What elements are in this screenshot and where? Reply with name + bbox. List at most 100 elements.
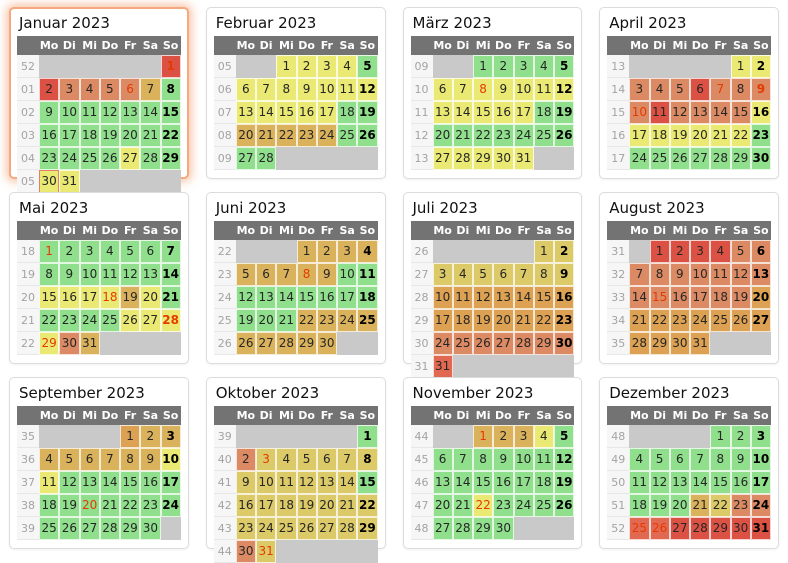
day-cell[interactable]: 12 (120, 263, 141, 286)
day-cell[interactable]: 1 (473, 55, 494, 78)
day-cell[interactable]: 21 (99, 494, 120, 517)
day-cell[interactable]: 12 (554, 78, 575, 101)
day-cell[interactable]: 13 (140, 263, 161, 286)
day-cell[interactable]: 15 (473, 101, 494, 124)
day-cell[interactable]: 8 (533, 263, 554, 286)
day-cell[interactable]: 22 (39, 309, 60, 332)
day-cell[interactable]: 22 (473, 494, 494, 517)
day-cell[interactable]: 4 (39, 448, 60, 471)
day-cell[interactable]: 3 (59, 78, 80, 101)
day-cell[interactable]: 8 (39, 263, 60, 286)
day-cell[interactable]: 20 (120, 124, 141, 147)
day-cell[interactable]: 13 (690, 101, 711, 124)
day-cell[interactable]: 21 (710, 124, 731, 147)
day-cell[interactable]: 1 (533, 240, 554, 263)
day-cell[interactable]: 23 (493, 494, 514, 517)
day-cell[interactable]: 29 (160, 147, 181, 170)
day-cell[interactable]: 29 (120, 517, 141, 540)
day-cell[interactable]: 20 (140, 286, 161, 309)
day-cell[interactable]: 25 (39, 517, 60, 540)
day-cell[interactable]: 6 (235, 78, 256, 101)
day-cell[interactable]: 31 (79, 332, 100, 355)
day-cell[interactable]: 31 (750, 517, 771, 540)
day-cell[interactable]: 31 (513, 147, 534, 170)
day-cell[interactable]: 3 (316, 55, 337, 78)
day-cell[interactable]: 27 (120, 147, 141, 170)
day-cell[interactable]: 12 (669, 101, 690, 124)
day-cell[interactable]: 20 (432, 124, 453, 147)
day-cell[interactable]: 4 (452, 263, 473, 286)
day-cell[interactable]: 22 (160, 124, 181, 147)
day-cell[interactable]: 16 (235, 494, 256, 517)
day-cell[interactable]: 14 (256, 101, 277, 124)
day-cell[interactable]: 15 (730, 101, 751, 124)
day-cell[interactable]: 29 (533, 332, 554, 355)
day-cell[interactable]: 31 (256, 540, 277, 563)
day-cell[interactable]: 4 (533, 55, 554, 78)
day-cell[interactable]: 31 (432, 355, 453, 378)
day-cell[interactable]: 26 (235, 332, 256, 355)
day-cell[interactable]: 17 (59, 124, 80, 147)
day-cell[interactable]: 26 (296, 517, 317, 540)
day-cell[interactable]: 24 (160, 494, 181, 517)
day-cell[interactable]: 11 (276, 471, 297, 494)
day-cell[interactable]: 14 (452, 471, 473, 494)
day-cell[interactable]: 22 (473, 124, 494, 147)
day-cell[interactable]: 23 (59, 309, 80, 332)
day-cell[interactable]: 28 (710, 147, 731, 170)
day-cell[interactable]: 3 (513, 55, 534, 78)
day-cell[interactable]: 31 (690, 332, 711, 355)
day-cell[interactable]: 28 (160, 309, 181, 332)
day-cell[interactable]: 18 (357, 286, 378, 309)
day-cell[interactable]: 20 (669, 494, 690, 517)
day-cell[interactable]: 1 (710, 425, 731, 448)
day-cell[interactable]: 1 (357, 425, 378, 448)
day-cell[interactable]: 10 (59, 101, 80, 124)
day-cell[interactable]: 7 (160, 240, 181, 263)
day-cell[interactable]: 20 (256, 309, 277, 332)
day-cell[interactable]: 21 (452, 124, 473, 147)
day-cell[interactable]: 16 (493, 471, 514, 494)
day-cell[interactable]: 4 (337, 55, 358, 78)
day-cell[interactable]: 27 (140, 309, 161, 332)
day-cell[interactable]: 12 (649, 471, 670, 494)
day-cell[interactable]: 27 (669, 517, 690, 540)
day-cell[interactable]: 20 (432, 494, 453, 517)
day-cell[interactable]: 14 (276, 286, 297, 309)
day-cell[interactable]: 17 (256, 494, 277, 517)
day-cell[interactable]: 30 (59, 332, 80, 355)
day-cell[interactable]: 17 (160, 471, 181, 494)
day-cell[interactable]: 12 (730, 263, 751, 286)
day-cell[interactable]: 9 (316, 263, 337, 286)
day-cell[interactable]: 3 (629, 78, 650, 101)
day-cell[interactable]: 22 (276, 124, 297, 147)
day-cell[interactable]: 16 (140, 471, 161, 494)
day-cell[interactable]: 27 (316, 517, 337, 540)
day-cell[interactable]: 2 (59, 240, 80, 263)
day-cell[interactable]: 8 (276, 78, 297, 101)
day-cell[interactable]: 30 (235, 540, 256, 563)
day-cell[interactable]: 28 (99, 517, 120, 540)
day-cell[interactable]: 18 (99, 286, 120, 309)
day-cell[interactable]: 10 (316, 78, 337, 101)
day-cell[interactable]: 15 (473, 471, 494, 494)
day-cell[interactable]: 17 (513, 471, 534, 494)
day-cell[interactable]: 21 (629, 309, 650, 332)
day-cell[interactable]: 26 (730, 309, 751, 332)
day-cell[interactable]: 3 (79, 240, 100, 263)
day-cell[interactable]: 19 (554, 101, 575, 124)
day-cell[interactable]: 11 (99, 263, 120, 286)
day-cell[interactable]: 16 (750, 101, 771, 124)
day-cell[interactable]: 16 (59, 286, 80, 309)
day-cell[interactable]: 24 (629, 147, 650, 170)
day-cell[interactable]: 30 (730, 517, 751, 540)
day-cell[interactable]: 30 (554, 332, 575, 355)
day-cell[interactable]: 8 (473, 78, 494, 101)
day-cell[interactable]: 12 (99, 101, 120, 124)
day-cell[interactable]: 24 (316, 124, 337, 147)
day-cell[interactable]: 10 (79, 263, 100, 286)
day-cell[interactable]: 26 (99, 147, 120, 170)
day-cell[interactable]: 1 (649, 240, 670, 263)
day-cell[interactable]: 3 (337, 240, 358, 263)
day-cell[interactable]: 13 (235, 101, 256, 124)
